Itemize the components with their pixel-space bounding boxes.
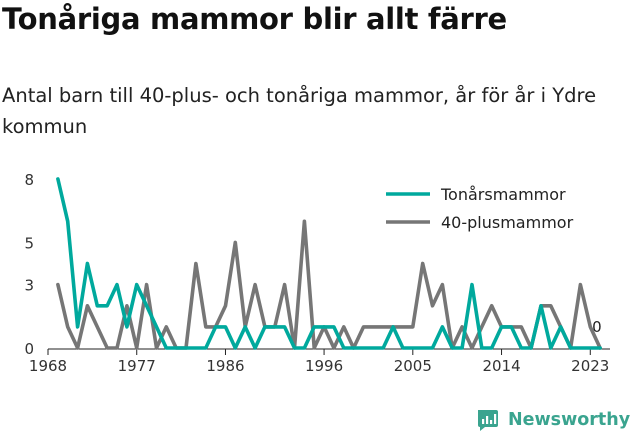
brand-name: Newsworthy (508, 410, 631, 430)
legend-label: Tonårsmammor (440, 185, 566, 204)
line-chart: 0 3 5 8 1968 1977 1986 1996 2005 2014 2023 0 Tonårsm… (24, 171, 610, 375)
x-tick-label: 1996 (305, 357, 343, 375)
brand-logo: Newsworthy (476, 408, 630, 432)
y-tick-label: 0 (24, 340, 34, 358)
newsworthy-logo-icon (478, 410, 498, 431)
legend-box (378, 178, 592, 240)
x-tick-label: 2023 (571, 357, 609, 375)
chart-subtitle: Antal barn till 40-plus- och tonåriga ma… (2, 84, 597, 138)
x-tick-label: 1968 (29, 357, 67, 375)
x-tick-label: 1977 (118, 357, 156, 375)
y-tick-label: 3 (24, 277, 34, 295)
y-tick-label: 5 (24, 234, 34, 252)
series-line-ton-rsmammor (56, 177, 602, 350)
chart-title: Tonåriga mammor blir allt färre (2, 2, 507, 36)
x-tick-label: 2014 (482, 357, 520, 375)
x-tick-label: 2005 (394, 357, 432, 375)
legend-label: 40-plusmammor (441, 213, 574, 232)
y-tick-label: 8 (24, 171, 34, 189)
x-tick-label: 1986 (206, 357, 244, 375)
last-value-label: 0 (592, 318, 602, 336)
series-line-40-plusmammor (56, 219, 602, 350)
